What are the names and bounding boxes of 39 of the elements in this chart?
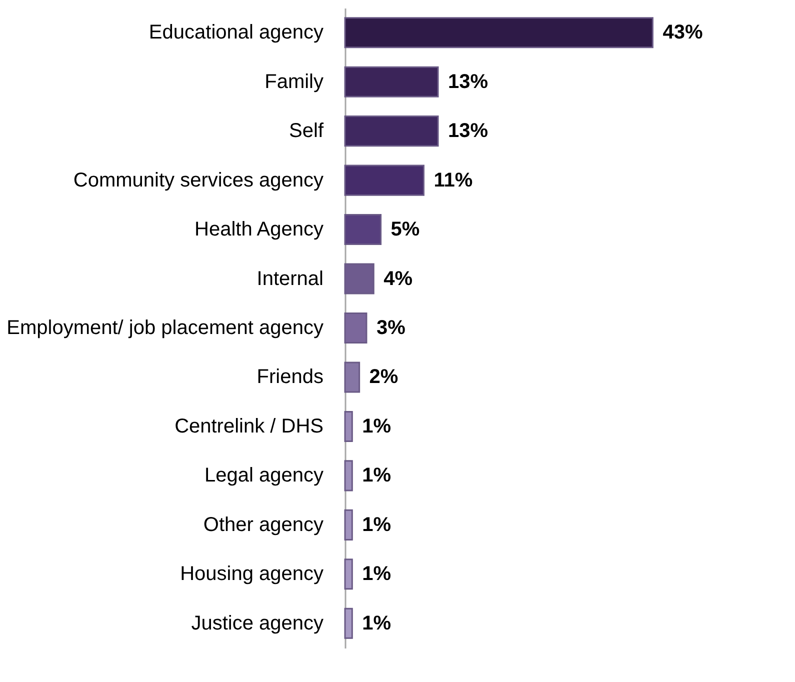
bar <box>344 509 353 540</box>
bar <box>344 66 439 98</box>
y-tick-label: Other agency <box>203 514 324 536</box>
data-label: 1% <box>362 464 392 487</box>
y-tick-label: Health Agency <box>194 218 324 241</box>
bar <box>344 460 353 492</box>
bar <box>344 164 424 196</box>
data-label: 2% <box>369 366 398 388</box>
data-label: 1% <box>362 612 392 634</box>
y-tick-label: Self <box>289 120 324 142</box>
y-tick-label: Justice agency <box>191 612 324 634</box>
data-label: 43% <box>662 22 703 44</box>
bar <box>344 312 368 344</box>
data-label: 5% <box>390 218 420 241</box>
data-label: 13% <box>448 70 488 93</box>
y-tick-label: Centrelink / DHS <box>174 415 324 438</box>
data-label: 3% <box>376 317 406 339</box>
bar <box>344 362 360 393</box>
bar <box>344 608 353 639</box>
y-tick-label: Educational agency <box>148 22 324 44</box>
data-label: 1% <box>362 563 392 586</box>
bar <box>344 17 654 48</box>
y-tick-label: Legal agency <box>204 464 324 487</box>
data-label: 13% <box>448 120 488 142</box>
y-tick-label: Internal <box>256 268 324 290</box>
bar <box>344 263 374 294</box>
data-label: 11% <box>434 169 473 192</box>
data-label: 1% <box>362 415 392 438</box>
bar <box>344 116 439 147</box>
y-tick-label: Community services agency <box>73 169 324 192</box>
y-tick-label: Friends <box>256 366 324 388</box>
bar <box>344 410 353 442</box>
data-label: 4% <box>384 268 413 290</box>
y-tick-label: Employment/ job placement agency <box>6 317 324 339</box>
bar <box>344 558 353 590</box>
bar <box>344 214 382 246</box>
y-tick-label: Housing agency <box>180 563 324 586</box>
y-tick-label: Family <box>264 70 324 93</box>
data-label: 1% <box>362 514 392 536</box>
